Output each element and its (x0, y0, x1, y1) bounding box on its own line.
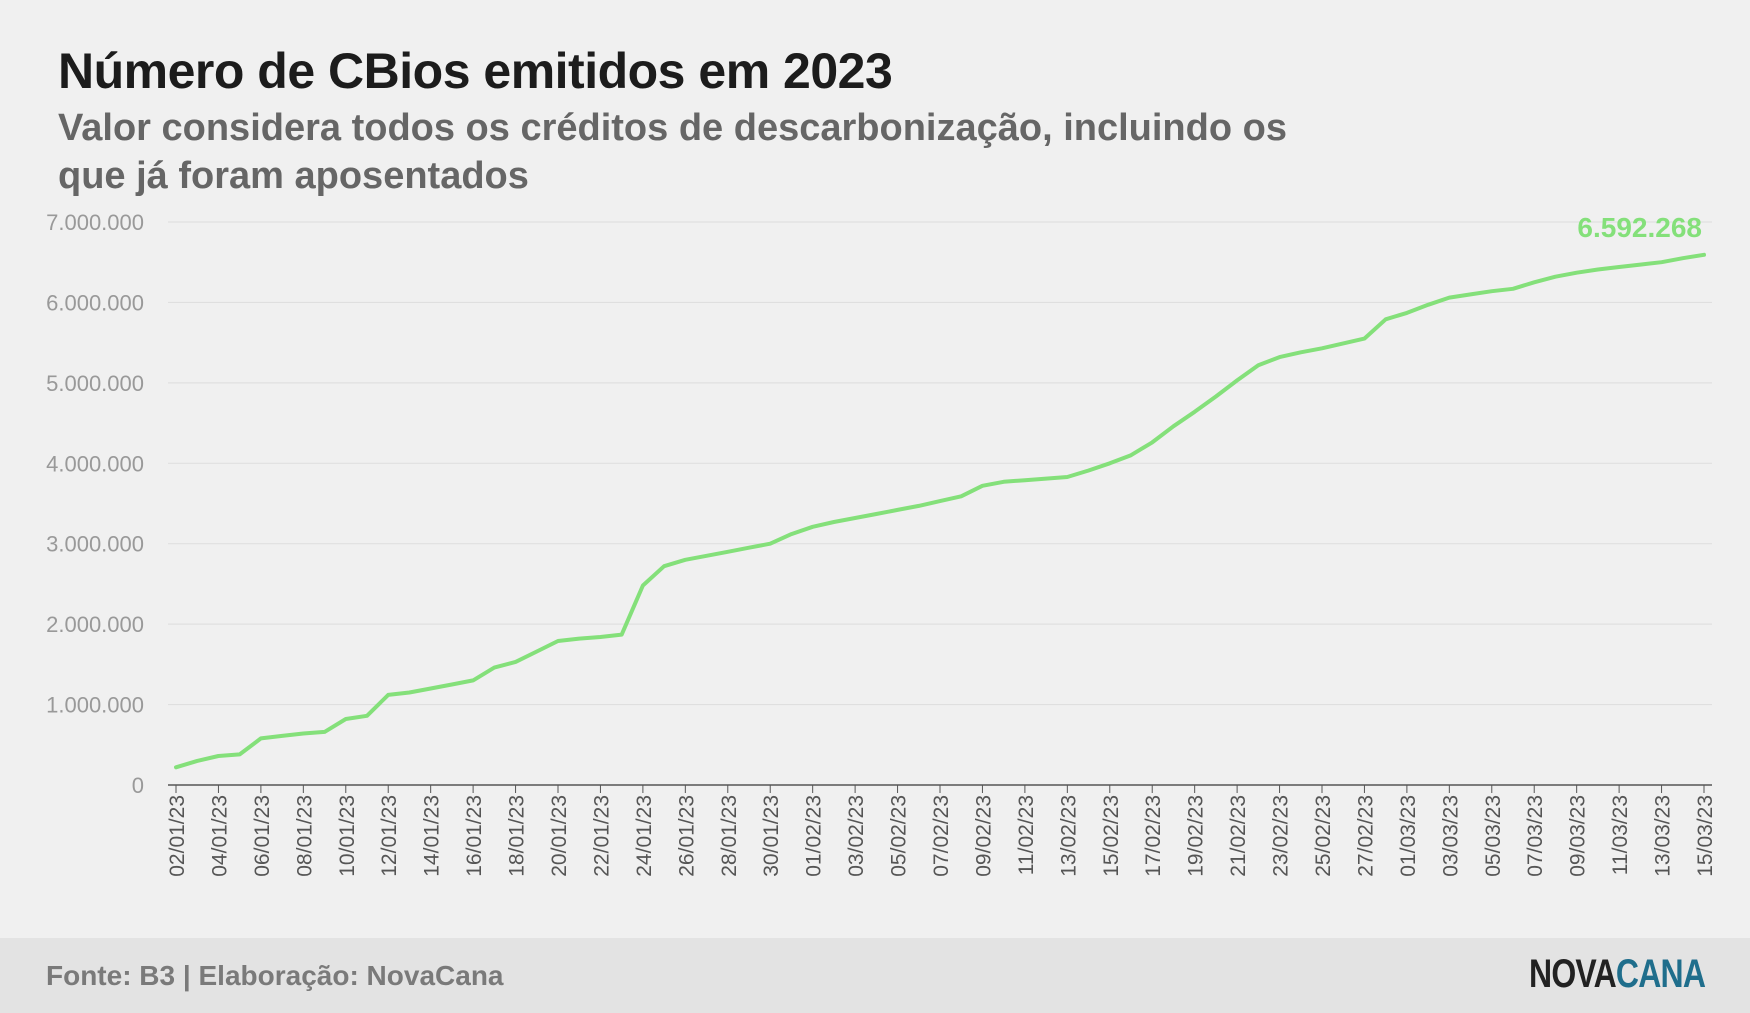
chart-subtitle: Valor considera todos os créditos de des… (58, 107, 1287, 197)
y-tick-label: 6.000.000 (46, 290, 144, 315)
x-tick-label: 01/02/23 (803, 795, 826, 877)
footer: Fonte: B3 | Elaboração: NovaCana NOVACAN… (0, 938, 1750, 1013)
x-tick-label: 27/02/23 (1354, 795, 1377, 877)
x-tick-label: 06/01/23 (251, 795, 274, 877)
x-tick-label: 11/02/23 (1015, 795, 1038, 875)
annotations: 6.592.268 (1577, 212, 1702, 243)
x-tick-label: 05/02/23 (888, 795, 911, 877)
series-line (174, 252, 1706, 770)
x-tick-label: 19/02/23 (1185, 795, 1208, 877)
x-tick-label: 05/03/23 (1482, 795, 1505, 877)
x-tick-label: 01/03/23 (1397, 795, 1420, 877)
x-tick-label: 03/02/23 (845, 795, 868, 877)
source-credit: Fonte: B3 | Elaboração: NovaCana (46, 960, 504, 991)
series-layer (174, 252, 1706, 770)
x-tick-label: 07/03/23 (1524, 795, 1547, 877)
y-tick-label: 3.000.000 (46, 532, 144, 557)
x-tick-label: 24/01/23 (633, 795, 656, 877)
x-axis-ticks: 02/01/23 04/01/23 06/01/23 08/01/23 10/01/23… (166, 785, 1717, 877)
y-axis-ticks: 0 1.000.000 2.000.000 3.000.000 4.000.000 5.0… (46, 210, 144, 798)
logo-text-cana: CANA (1615, 952, 1706, 996)
x-tick-label: 04/01/23 (208, 795, 231, 877)
x-tick-label: 11/03/23 (1609, 795, 1632, 875)
y-tick-label: 2.000.000 (46, 612, 144, 637)
y-tick-label: 4.000.000 (46, 451, 144, 476)
x-tick-label: 14/01/23 (421, 795, 444, 877)
x-tick-label: 23/02/23 (1270, 795, 1293, 877)
last-value-label: 6.592.268 (1577, 212, 1702, 243)
x-tick-label: 09/03/23 (1567, 795, 1590, 877)
x-tick-label: 15/02/23 (1100, 795, 1123, 877)
line-chart: 0 1.000.000 2.000.000 3.000.000 4.000.000 5.0… (46, 210, 1717, 877)
x-tick-label: 15/03/23 (1694, 795, 1717, 877)
x-tick-label: 02/01/23 (166, 795, 189, 877)
y-tick-label: 5.000.000 (46, 371, 144, 396)
x-tick-label: 13/03/23 (1652, 795, 1675, 877)
x-tick-label: 03/03/23 (1439, 795, 1462, 877)
x-tick-label: 08/01/23 (293, 795, 316, 877)
x-tick-label: 13/02/23 (1057, 795, 1080, 877)
x-tick-label: 07/02/23 (930, 795, 953, 877)
x-tick-label: 21/02/23 (1227, 795, 1250, 877)
x-tick-label: 26/01/23 (675, 795, 698, 877)
x-tick-label: 10/01/23 (336, 795, 359, 877)
gridlines (168, 221, 1712, 786)
y-tick-label: 7.000.000 (46, 210, 144, 235)
x-tick-label: 18/01/23 (506, 795, 529, 877)
x-tick-label: 16/01/23 (463, 795, 486, 877)
x-tick-label: 09/02/23 (972, 795, 995, 877)
x-tick-label: 22/01/23 (590, 795, 613, 877)
chart-title: Número de CBios emitidos em 2023 (58, 43, 893, 99)
x-tick-label: 17/02/23 (1142, 795, 1165, 877)
x-tick-label: 30/01/23 (760, 795, 783, 877)
y-tick-label: 0 (132, 773, 144, 798)
x-tick-label: 25/02/23 (1312, 795, 1335, 877)
x-tick-label: 28/01/23 (718, 795, 741, 877)
x-tick-label: 20/01/23 (548, 795, 571, 877)
y-tick-label: 1.000.000 (46, 693, 144, 718)
novacana-logo: NOVACANA (1528, 952, 1706, 997)
logo-text-nova: NOVA (1528, 952, 1617, 996)
x-tick-label: 12/01/23 (378, 795, 401, 877)
